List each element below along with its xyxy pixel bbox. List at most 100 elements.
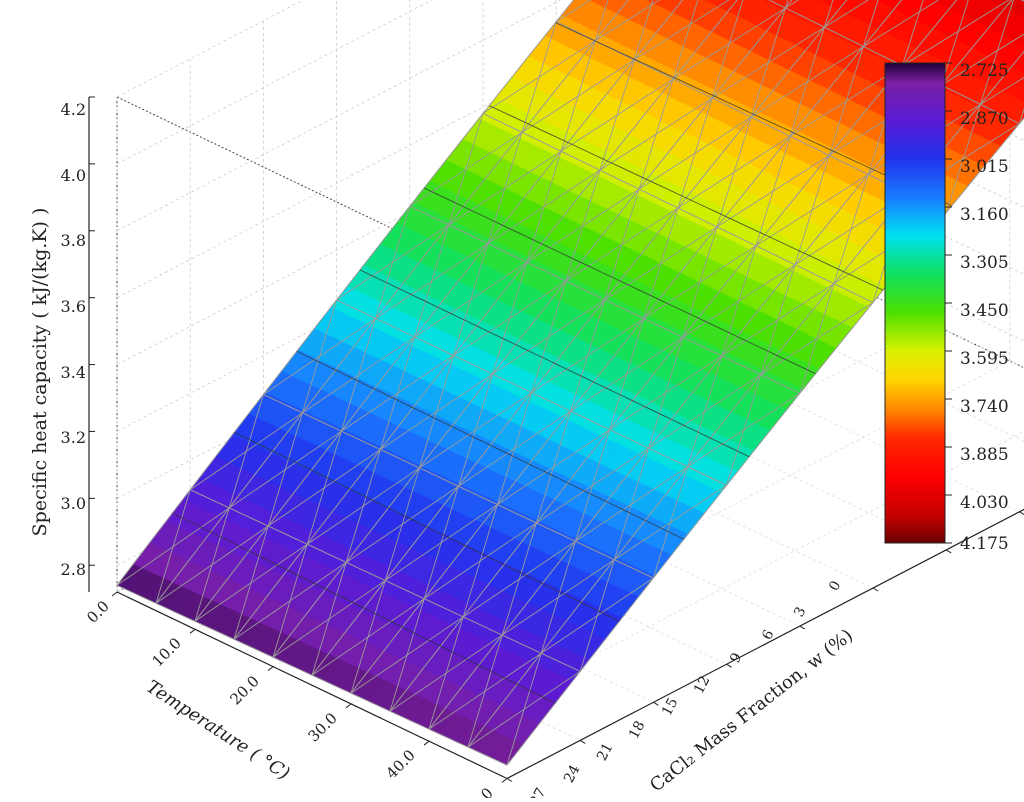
mesh-diagonal [379,336,416,450]
surface-patch [717,0,738,12]
axes [88,97,1024,780]
mesh-line [311,0,848,676]
y-tick-label: 9 [727,650,745,665]
mesh-diagonal [384,467,420,581]
y-tick-label: 24 [561,762,584,785]
mesh-diagonal [945,104,981,213]
mesh-diagonal [506,653,542,766]
surface-patch [672,0,697,18]
surface-patch [894,0,916,14]
mesh-diagonal [267,412,303,527]
y-tick-label: 12 [691,673,713,696]
z-tick-label: 3.0 [61,494,86,513]
mesh-diagonal [682,226,718,338]
mesh-diagonal [487,132,523,244]
mesh-diagonal [521,21,557,133]
mesh-diagonal [570,299,606,412]
surface-patch [997,95,1024,122]
surface-patch [597,0,615,10]
surface-patch [606,0,629,14]
x-tick-label: 30.0 [304,709,340,745]
mesh-diagonal [638,78,674,190]
mesh-diagonal [492,262,528,375]
surface-patch [884,0,902,9]
mesh-diagonal [711,0,744,99]
mesh-diagonal [643,207,679,319]
mesh-diagonal [418,355,455,469]
surface-patch [828,0,848,10]
colorbar-label: 4.030 [960,493,1009,513]
mesh-line [272,0,793,658]
surface-patch [959,0,985,19]
mesh-diagonal [457,373,494,487]
mesh-diagonal [306,431,342,545]
mesh-diagonal [301,299,338,413]
mesh-diagonal [555,0,592,23]
mesh-diagonal [633,0,654,61]
z-axis-title: Specific heat capacity ( kJ/(kg.K) ) [29,208,51,537]
y-tick [945,549,952,554]
mesh-diagonal [716,117,752,228]
contour-line [359,269,750,458]
y-tick-label: 3 [791,604,809,619]
wall-grid-line [116,21,1024,365]
y-tick [872,587,879,592]
mesh-line [467,50,1024,748]
mesh-diagonal [862,0,879,47]
z-tick-label: 4.0 [61,166,86,185]
colorbar-label: 3.740 [960,397,1009,417]
y-tick [726,663,732,668]
mesh-diagonal [828,46,864,156]
colorbar-label: 4.175 [960,534,1009,554]
wall-grid-line [116,0,1024,299]
mesh-diagonal [375,206,411,319]
surface-patch [939,0,957,9]
surface-patch [1014,84,1024,102]
mesh-diagonal [760,264,796,375]
colorbar-fill [885,63,945,543]
mesh-diagonal [672,0,699,80]
colorbar-label: 3.305 [960,253,1009,273]
surface-patch [662,0,683,13]
colorbar-label: 3.595 [960,349,1009,369]
z-tick-label: 3.4 [61,363,86,382]
mesh-diagonal [462,504,498,618]
z-tick-labels: 2.8 3.0 3.2 3.4 3.6 3.8 4.0 4.2 [61,100,86,579]
colorbar-label: 3.885 [960,445,1009,465]
z-tick-label: 4.2 [61,100,86,119]
mesh-diagonal [613,448,650,560]
colorbar-label: 3.015 [960,157,1009,177]
colorbar-labels: 2.725 2.870 3.015 3.160 3.305 3.450 3.59… [960,61,1009,554]
y-tick-label: 15 [659,695,681,718]
mesh-diagonal [448,113,484,226]
mesh-diagonal [311,562,347,676]
surface-patch [1017,34,1024,46]
x-tick-label: 50.0 [460,784,496,798]
mesh-diagonal [579,559,615,672]
x-tick [423,740,430,746]
surface-patch [708,0,724,7]
mesh-diagonal [901,0,924,66]
wall-grid-line [116,0,433,165]
mesh-diagonal [350,580,386,694]
mesh-diagonal [467,634,503,748]
mesh-diagonal [980,77,1024,105]
y-tick [799,625,806,630]
mesh-diagonal [721,245,757,357]
mesh-diagonal [599,59,635,171]
tick-marks [89,96,1024,783]
surface-patch [1020,67,1024,74]
mesh-diagonal [789,27,825,137]
surface-patch [995,0,1012,8]
contour-line [172,512,556,704]
mesh-diagonal [940,0,969,86]
mesh-diagonal [594,0,609,41]
mesh-line [389,0,958,712]
z-tick-label: 3.8 [61,231,86,250]
mesh-line [350,0,903,694]
mesh-diagonal [228,394,264,509]
y-tick [653,701,659,706]
z-tick-label: 2.8 [61,560,86,579]
y-axis-line [506,508,1024,780]
